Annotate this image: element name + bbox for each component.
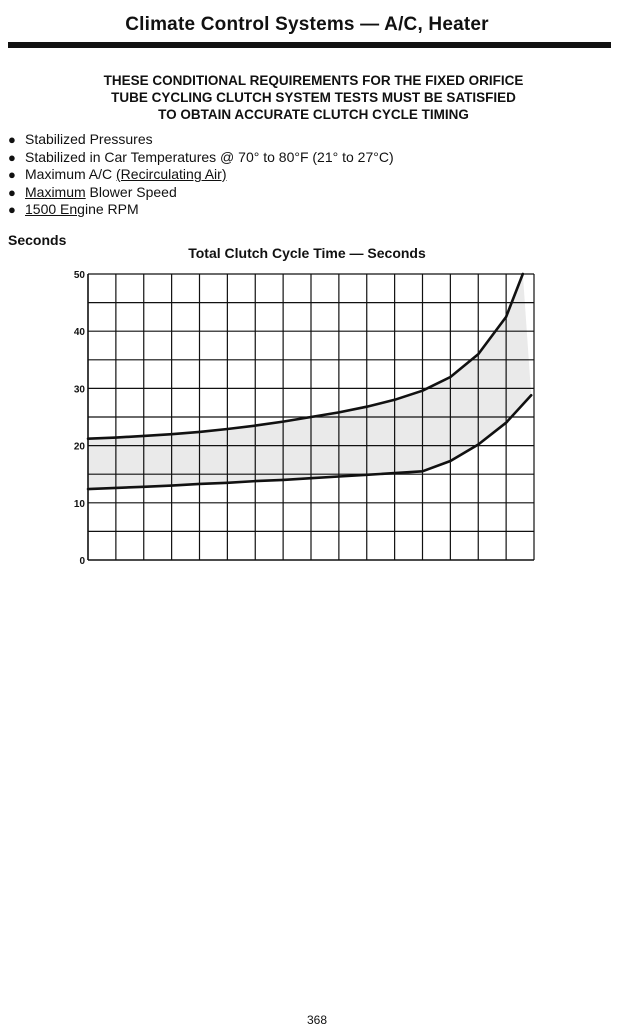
condition-text: ine RPM: [84, 201, 139, 217]
y-tick-label: 0: [79, 556, 85, 567]
condition-underlined-text: 1500 Eng: [25, 201, 85, 217]
page-header-title: Climate Control Systems — A/C, Heater: [125, 14, 489, 35]
condition-underlined-text: Maximum: [25, 183, 86, 200]
page-number: 368: [306, 1013, 328, 1027]
series-line: [86, 394, 533, 491]
y-tick-label: 20: [74, 442, 86, 453]
condition-item: ● Stabilized Pressures: [8, 131, 394, 149]
y-tick-label: 10: [74, 499, 86, 510]
condition-text: Stabilized Pressures: [25, 131, 153, 147]
condition-text: Blower Speed: [85, 183, 177, 200]
bullet-icon: ●: [8, 132, 16, 147]
bullet-icon: ●: [8, 149, 16, 165]
conditions-notice: THESE CONDITIONAL REQUIREMENTS FOR THE F…: [0, 72, 627, 123]
bullet-icon: ●: [8, 167, 16, 182]
shaded-band: [88, 274, 532, 490]
condition-item: ● Maximum A/C (Recirculating Air): [8, 166, 394, 184]
y-tick-label: 40: [74, 327, 86, 338]
condition-underlined-text: (Recirculating Air): [116, 166, 227, 182]
condition-text: Stabilized in Car Temperatures @ 70° to …: [25, 148, 394, 165]
conditions-list: ● Stabilized Pressures ● Stabilized in Car…: [8, 131, 394, 219]
notice-line: THESE CONDITIONAL REQUIREMENTS FOR THE F…: [103, 73, 524, 88]
condition-item: ● 1500 Engine RPM: [8, 201, 394, 219]
bullet-icon: ●: [8, 184, 16, 200]
clutch-cycle-chart: 0 10 20 30 40 50: [74, 270, 535, 567]
bullet-icon: ●: [8, 202, 16, 217]
y-tick-label: 50: [74, 270, 86, 281]
y-tick-label: 30: [74, 384, 86, 395]
y-axis-label: Seconds: [8, 232, 67, 248]
condition-item: ● Maximum Blower Speed: [8, 184, 394, 202]
notice-line: TUBE CYCLING CLUTCH SYSTEM TESTS MUST BE…: [111, 90, 516, 105]
notice-line: TO OBTAIN ACCURATE CLUTCH CYCLE TIMING: [158, 107, 469, 122]
series-line: [86, 272, 525, 440]
condition-item: ● Stabilized in Car Temperatures @ 70° to…: [8, 149, 394, 167]
header-rule: [8, 42, 611, 48]
chart-title: Total Clutch Cycle Time — Seconds: [188, 245, 426, 261]
condition-text: Maximum A/C: [25, 166, 117, 182]
